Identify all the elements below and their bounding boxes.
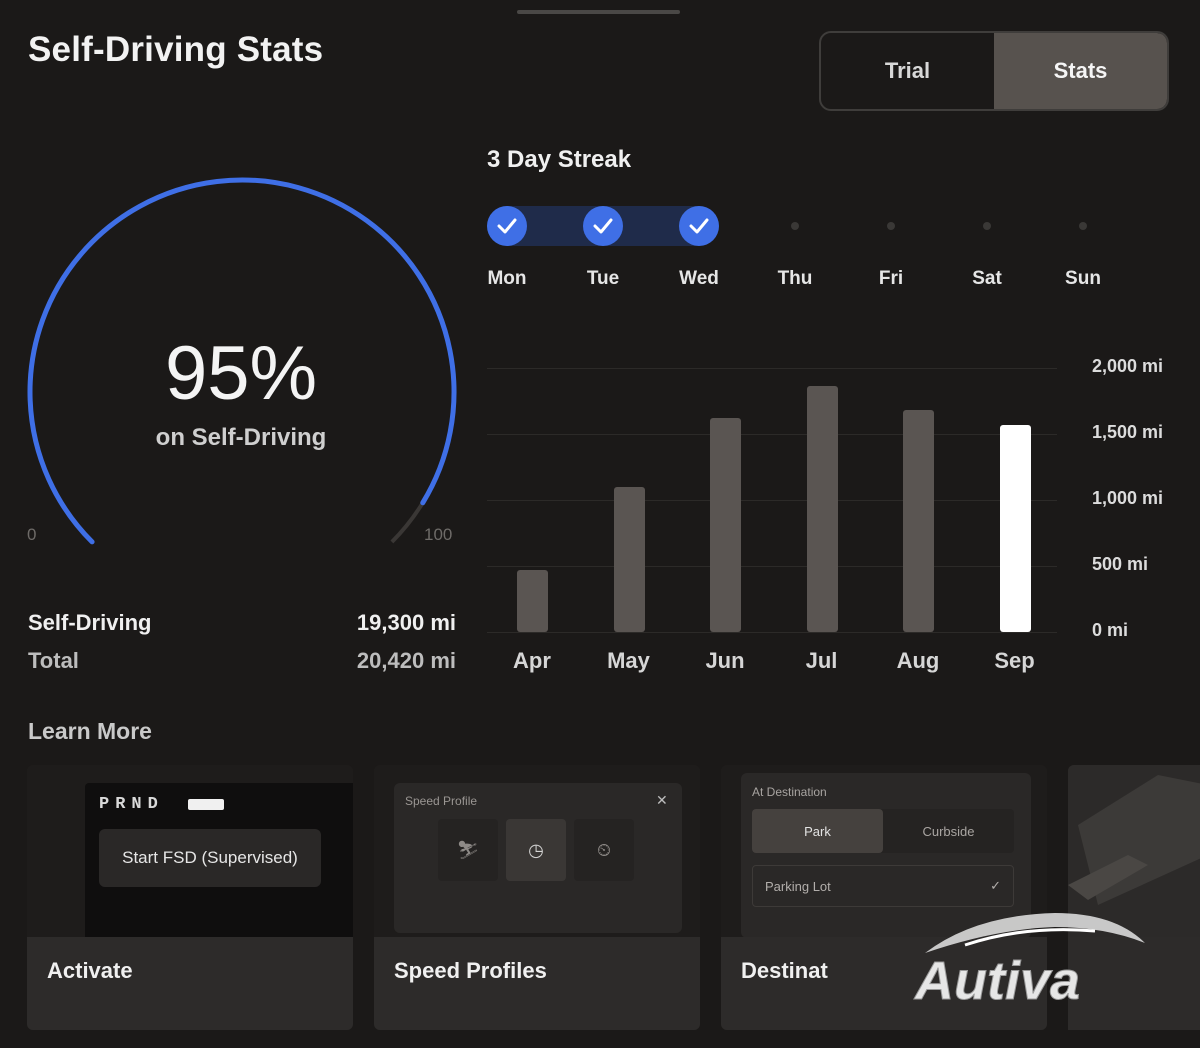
option-curbside: Curbside <box>922 823 975 839</box>
bar-aug[interactable] <box>903 410 934 632</box>
gridline <box>487 434 1057 435</box>
day-label: Thu <box>777 268 813 289</box>
speed-profile-title: Speed Profile <box>405 794 478 808</box>
y-tick-label: 0 mi <box>1092 620 1129 640</box>
bar-may[interactable] <box>613 486 645 632</box>
y-tick-label: 1,000 mi <box>1092 488 1164 508</box>
drag-handle[interactable] <box>517 10 680 14</box>
x-tick-label: Jun <box>705 648 745 673</box>
gear-selector: PRND <box>99 795 164 814</box>
day-dot <box>967 206 1007 246</box>
learn-card-speed-profiles[interactable]: Speed Profile ✕ ⛷ ◷ ⏲ Speed Profiles <box>374 765 700 1030</box>
gauge-progress-arc <box>27 177 457 545</box>
start-fsd-button: Start FSD (Supervised) <box>99 829 321 887</box>
profile-option-icon: ⛷ <box>438 819 498 881</box>
day-label: Tue <box>586 268 620 289</box>
gridline <box>487 500 1057 501</box>
day-dot <box>775 206 815 246</box>
bar-jul[interactable] <box>806 386 838 632</box>
stat-value: 20,420 mi <box>356 648 456 673</box>
page-title: Self-Driving Stats <box>28 30 324 69</box>
card-label: Activate <box>47 958 133 983</box>
gear-indicator <box>188 799 224 810</box>
day-label: Fri <box>878 268 904 289</box>
stat-total: Total 20,420 mi <box>28 648 456 674</box>
stat-value: 19,300 mi <box>356 610 456 635</box>
tab-trial[interactable]: Trial <box>884 58 931 83</box>
learn-card-destination[interactable]: At Destination Park Curbside Parking Lot… <box>721 765 1047 1030</box>
bar-jun[interactable] <box>710 418 741 632</box>
gauge-track <box>390 501 425 544</box>
learn-card-partial[interactable] <box>1068 765 1200 1030</box>
parking-field-value: Parking Lot <box>765 878 831 894</box>
x-tick-label: Apr <box>513 648 551 673</box>
day-label: Mon <box>487 268 527 289</box>
close-icon: ✕ <box>656 792 668 808</box>
parking-image <box>1068 765 1200 1030</box>
card-label: Destinat <box>741 958 828 983</box>
x-tick-label: Jul <box>805 648 838 673</box>
check-icon <box>487 206 527 246</box>
profile-selected-icon: ◷ <box>506 819 566 881</box>
card-thumbnail: PRND Start FSD (Supervised) <box>27 765 353 943</box>
day-dot <box>1063 206 1103 246</box>
learn-more-title: Learn More <box>28 718 152 744</box>
gridline <box>487 632 1057 633</box>
bar-apr[interactable] <box>517 569 548 632</box>
check-icon <box>583 206 623 246</box>
gridline <box>487 368 1057 369</box>
check-icon <box>679 206 719 246</box>
destination-title: At Destination <box>752 785 827 799</box>
card-thumbnail: At Destination Park Curbside Parking Lot… <box>721 765 1047 938</box>
day-label: Sun <box>1065 268 1101 289</box>
gauge-min-label: 0 <box>27 525 37 544</box>
gauge-caption: on Self-Driving <box>155 424 327 451</box>
gauge-percent: 95% <box>164 331 318 416</box>
parking-field: Parking Lot ✓ <box>752 865 1014 907</box>
stat-label: Total <box>28 648 79 673</box>
y-tick-label: 1,500 mi <box>1092 422 1164 442</box>
x-tick-label: May <box>607 648 650 673</box>
card-thumbnail: Speed Profile ✕ ⛷ ◷ ⏲ <box>374 765 700 937</box>
streak-title: 3 Day Streak <box>487 146 632 173</box>
logo-wordmark: Autiva <box>913 951 1080 1005</box>
gridline <box>487 566 1057 567</box>
x-tick-label: Sep <box>994 648 1035 673</box>
stat-self-driving: Self-Driving 19,300 mi <box>28 610 456 636</box>
y-tick-label: 500 mi <box>1092 554 1149 574</box>
self-driving-gauge <box>27 177 457 545</box>
tab-stats[interactable]: Stats <box>994 33 1167 109</box>
day-label: Wed <box>679 268 719 289</box>
card-label: Speed Profiles <box>394 958 547 983</box>
learn-card-activate[interactable]: PRND Start FSD (Supervised) Activate <box>27 765 353 1030</box>
y-tick-label: 2,000 mi <box>1092 356 1164 376</box>
bar-sep[interactable] <box>999 424 1031 632</box>
check-icon: ✓ <box>990 878 1001 893</box>
day-dot <box>871 206 911 246</box>
destination-mode: Park Curbside <box>752 809 1014 853</box>
x-tick-label: Aug <box>896 648 940 673</box>
gauge-max-label: 100 <box>424 525 453 544</box>
stat-label: Self-Driving <box>28 610 152 635</box>
autiva-logo: Autiva <box>913 913 1145 1005</box>
profile-option-icon: ⏲ <box>574 819 634 881</box>
view-toggle: Trial Stats <box>819 31 1169 111</box>
option-park: Park <box>752 809 883 853</box>
day-label: Sat <box>972 268 1002 289</box>
